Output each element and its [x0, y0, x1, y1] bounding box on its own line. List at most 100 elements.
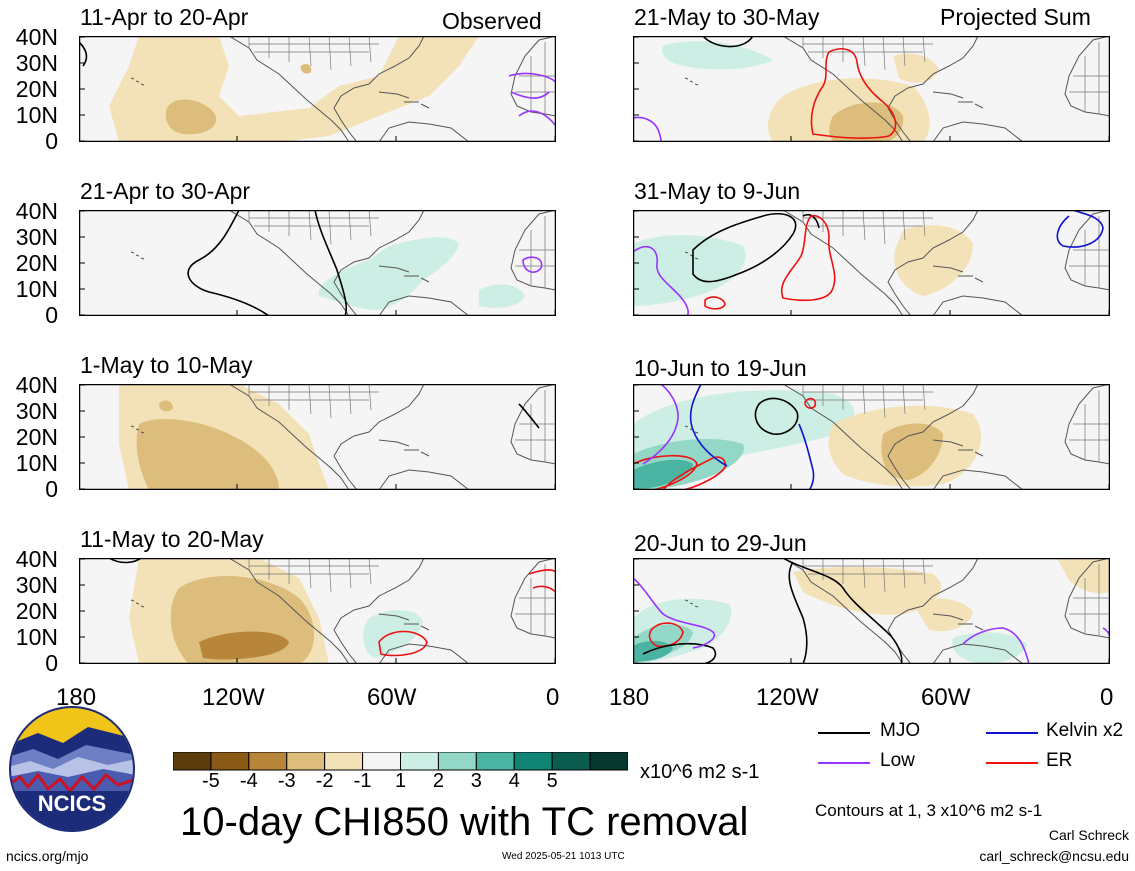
legend-line-low — [818, 762, 870, 764]
y-tick-label: 20N — [15, 598, 58, 624]
mjo-contour — [802, 213, 820, 229]
land-outline — [248, 210, 379, 245]
colorbar-swatch — [173, 752, 212, 771]
kelvin-contour — [1056, 210, 1104, 248]
x-tick-right-180: 180 — [609, 684, 650, 711]
island-outline — [378, 439, 430, 457]
map-panel-proj-3 — [633, 384, 1110, 490]
x-tick-left-60w: 60W — [367, 684, 417, 711]
panel-title-proj-1: 21-May to 30-May — [634, 4, 820, 30]
colorbar-units: x10^6 m2 s-1 — [640, 761, 760, 783]
land-outline — [378, 643, 470, 664]
panel-title-obs-2: 21-Apr to 30-Apr — [80, 178, 251, 204]
anomaly-shading — [159, 400, 173, 412]
land-outline — [802, 558, 933, 593]
anomaly-shading — [661, 41, 773, 70]
land-outline — [378, 295, 470, 316]
y-tick-label: 10N — [15, 102, 58, 128]
island-outline — [684, 77, 699, 86]
panel-title-proj-2: 31-May to 9-Jun — [634, 178, 801, 204]
y-tick-label: 0 — [45, 476, 58, 502]
projected-sum-label: Projected Sum — [940, 4, 1091, 30]
y-tick-label: 40N — [15, 24, 58, 50]
legend-label-er: ER — [1046, 750, 1073, 771]
colorbar-label: -1 — [353, 770, 372, 792]
map-background — [79, 210, 556, 316]
colorbar-swatch — [475, 752, 515, 771]
island-outline — [684, 599, 699, 608]
land-outline — [510, 558, 556, 639]
map-panel-obs-1 — [79, 36, 556, 142]
er-contour — [378, 630, 428, 657]
island-outline — [932, 613, 984, 631]
map-panel-proj-2 — [633, 210, 1110, 316]
main-title: 10-day CHI850 with TC removal — [180, 800, 749, 844]
island-outline — [932, 439, 984, 457]
y-tick-label: 30N — [15, 224, 58, 250]
land-outline — [932, 121, 1024, 142]
anomaly-shading — [633, 235, 746, 306]
colorbar — [173, 752, 628, 771]
land-outline — [515, 216, 556, 288]
land-outline — [1069, 42, 1110, 114]
map-panel-obs-2 — [79, 210, 556, 316]
land-outline — [1064, 558, 1110, 639]
land-outline — [228, 210, 425, 316]
island-outline — [130, 599, 145, 608]
colorbar-label: -2 — [315, 770, 334, 792]
anomaly-shading — [881, 423, 943, 480]
mjo-contour — [79, 41, 88, 67]
y-tick-label: 20N — [15, 76, 58, 102]
anomaly-shading — [199, 631, 289, 660]
y-tick-label: 20N — [15, 424, 58, 450]
anomaly-shading — [633, 459, 693, 490]
mjo-contour — [754, 397, 799, 435]
colorbar-label: 4 — [508, 770, 520, 792]
anomaly-shading — [829, 102, 904, 142]
timestamp: Wed 2025-05-21 1013 UTC — [502, 851, 625, 862]
mjo-contour — [702, 36, 754, 48]
anomaly-shading — [363, 610, 423, 658]
land-outline — [1064, 36, 1110, 117]
colorbar-label: 5 — [546, 770, 558, 792]
map-panel-proj-4 — [633, 558, 1110, 664]
land-outline — [378, 469, 470, 490]
anomaly-shading — [318, 237, 459, 310]
island-outline — [378, 91, 430, 109]
x-tick-left-0: 0 — [546, 684, 560, 711]
y-tick-label: 40N — [15, 198, 58, 224]
y-tick-label: 10N — [15, 624, 58, 650]
land-outline — [228, 558, 425, 664]
mjo-contour — [314, 210, 348, 316]
anomaly-shading — [1057, 558, 1110, 594]
x-tick-left-180: 180 — [56, 684, 97, 711]
land-outline — [248, 558, 379, 593]
land-outline — [1069, 390, 1110, 462]
panel-title-obs-4: 11-May to 20-May — [80, 526, 264, 552]
y-tick-label: 0 — [45, 650, 58, 676]
land-outline — [515, 564, 556, 636]
er-contour — [528, 569, 556, 593]
y-tick-label: 30N — [15, 572, 58, 598]
land-outline — [1064, 384, 1110, 465]
mjo-contour — [692, 212, 797, 283]
map-panel-obs-4 — [79, 558, 556, 664]
y-tick-label: 20N — [15, 250, 58, 276]
island-outline — [130, 77, 145, 86]
anomaly-shading — [793, 566, 942, 615]
panel-title-obs-1: 11-Apr to 20-Apr — [80, 4, 249, 30]
er-contour — [704, 296, 726, 310]
site-link[interactable]: ncics.org/mjo — [6, 848, 89, 864]
kelvin-contour — [689, 384, 815, 490]
island-outline — [932, 91, 984, 109]
low-contour — [633, 577, 716, 649]
colorbar-label: -3 — [277, 770, 296, 792]
panel-title-proj-4: 20-Jun to 29-Jun — [634, 530, 807, 556]
x-tick-left-120w: 120W — [202, 684, 265, 711]
colorbar-swatch — [437, 752, 477, 771]
land-outline — [1069, 216, 1110, 288]
land-outline — [932, 295, 1024, 316]
x-tick-right-120w: 120W — [756, 684, 819, 711]
low-contour — [642, 384, 679, 465]
legend-line-kelvin — [986, 732, 1038, 734]
